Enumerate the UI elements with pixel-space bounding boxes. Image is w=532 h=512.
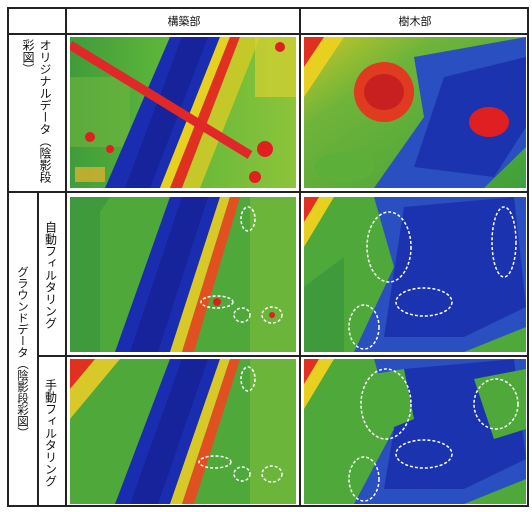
row-label-ground-text: グラウンドデータ（陰影段彩図） [16, 265, 30, 439]
row-label-manual: 手動フィルタリング [39, 361, 63, 505]
column-header-structures-label: 構築部 [167, 15, 201, 28]
column-header-trees: 樹木部 [301, 9, 529, 35]
row-label-original-text: オリジナルデータ（陰影段彩図） [21, 39, 52, 183]
divider-vertical [299, 9, 301, 505]
row-label-manual-text: 手動フィルタリング [43, 379, 58, 487]
map-auto-trees [304, 197, 526, 352]
row-label-auto: 自動フィルタリング [39, 199, 63, 351]
corner-cell [9, 9, 67, 35]
divider-vertical [65, 9, 67, 505]
map-auto-structures [70, 197, 296, 352]
column-header-trees-label: 樹木部 [398, 15, 432, 28]
divider-vertical [37, 193, 39, 505]
map-original-structures [70, 37, 296, 188]
map-manual-trees [304, 359, 526, 504]
row-label-auto-text: 自動フィルタリング [43, 221, 58, 329]
divider-horizontal [37, 355, 529, 357]
row-label-original: オリジナルデータ（陰影段彩図） [13, 39, 61, 189]
divider-horizontal [9, 191, 529, 193]
row-label-ground: グラウンドデータ（陰影段彩図） [11, 199, 35, 505]
comparison-table: 構築部 樹木部 オリジナルデータ（陰影段彩図） グラウンドデータ（陰影段彩図） … [7, 7, 529, 507]
column-header-structures: 構築部 [67, 9, 301, 35]
map-manual-structures [70, 359, 296, 504]
map-original-trees [304, 37, 526, 188]
